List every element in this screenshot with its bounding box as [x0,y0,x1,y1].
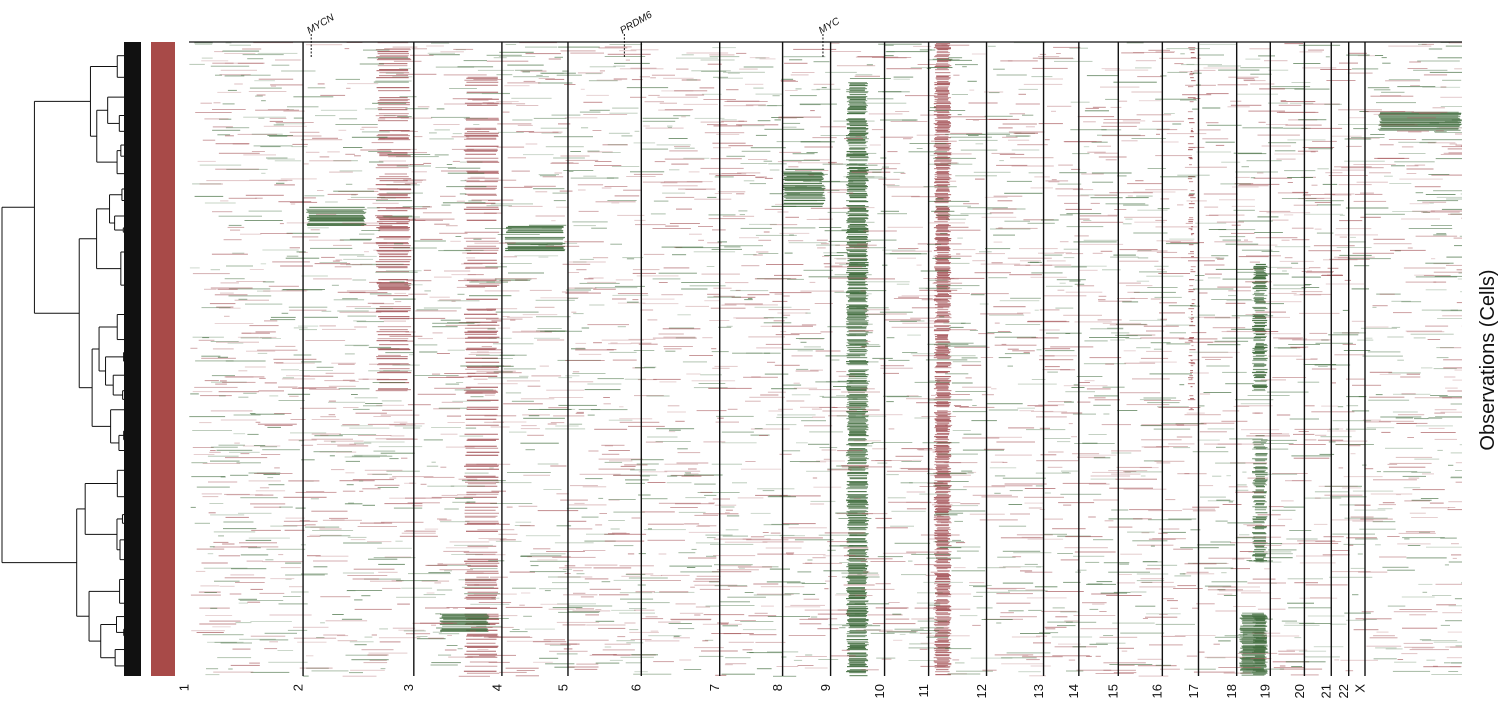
y-axis-label: Observations (Cells) [1477,269,1499,450]
chromosome-tick-label: 21 [1319,684,1334,698]
chromosome-boundaries [302,42,1366,676]
cell-dendrogram [1,42,141,676]
chromosome-tick-label: 6 [629,684,644,691]
chromosome-tick-label: 11 [916,684,931,698]
chromosome-tick-label: 3 [401,684,416,691]
chromosome-tick-label: 12 [974,684,989,698]
cell-group-bar [151,42,175,676]
chromosome-tick-label: 13 [1031,684,1046,698]
chromosome-tick-label: 8 [770,684,785,691]
chromosome-tick-label: 9 [818,684,833,691]
gene-label: MYCN [305,12,337,37]
chromosome-tick-label: X [1352,684,1367,693]
chromosome-tick-label: 19 [1258,684,1273,698]
chromosome-tick-label: 15 [1106,684,1121,698]
gene-label: PRDM6 [618,9,654,36]
chromosome-tick-label: 16 [1150,684,1165,698]
chromosome-tick-label: 2 [291,684,306,691]
chromosome-tick-label: 20 [1292,684,1307,698]
chromosome-tick-label: 17 [1186,684,1201,698]
chromosome-tick-label: 22 [1336,684,1351,698]
chromosome-tick-label: 4 [489,684,504,691]
chromosome-tick-label: 7 [707,684,722,691]
gene-label: MYC [817,16,842,37]
heatmap-matrix [189,41,1462,677]
chromosome-tick-label: 1 [176,684,191,691]
chromosome-labels: 1 2 3 4 5 6 7 8 9 10 11 12 13 14 15 16 17 18 19 20 21 22 X [176,684,1367,699]
chromosome-tick-label: 14 [1066,684,1081,698]
chromosome-tick-label: 18 [1224,684,1239,698]
chromosome-tick-label: 5 [555,684,570,691]
chromosome-tick-label: 10 [872,684,887,698]
